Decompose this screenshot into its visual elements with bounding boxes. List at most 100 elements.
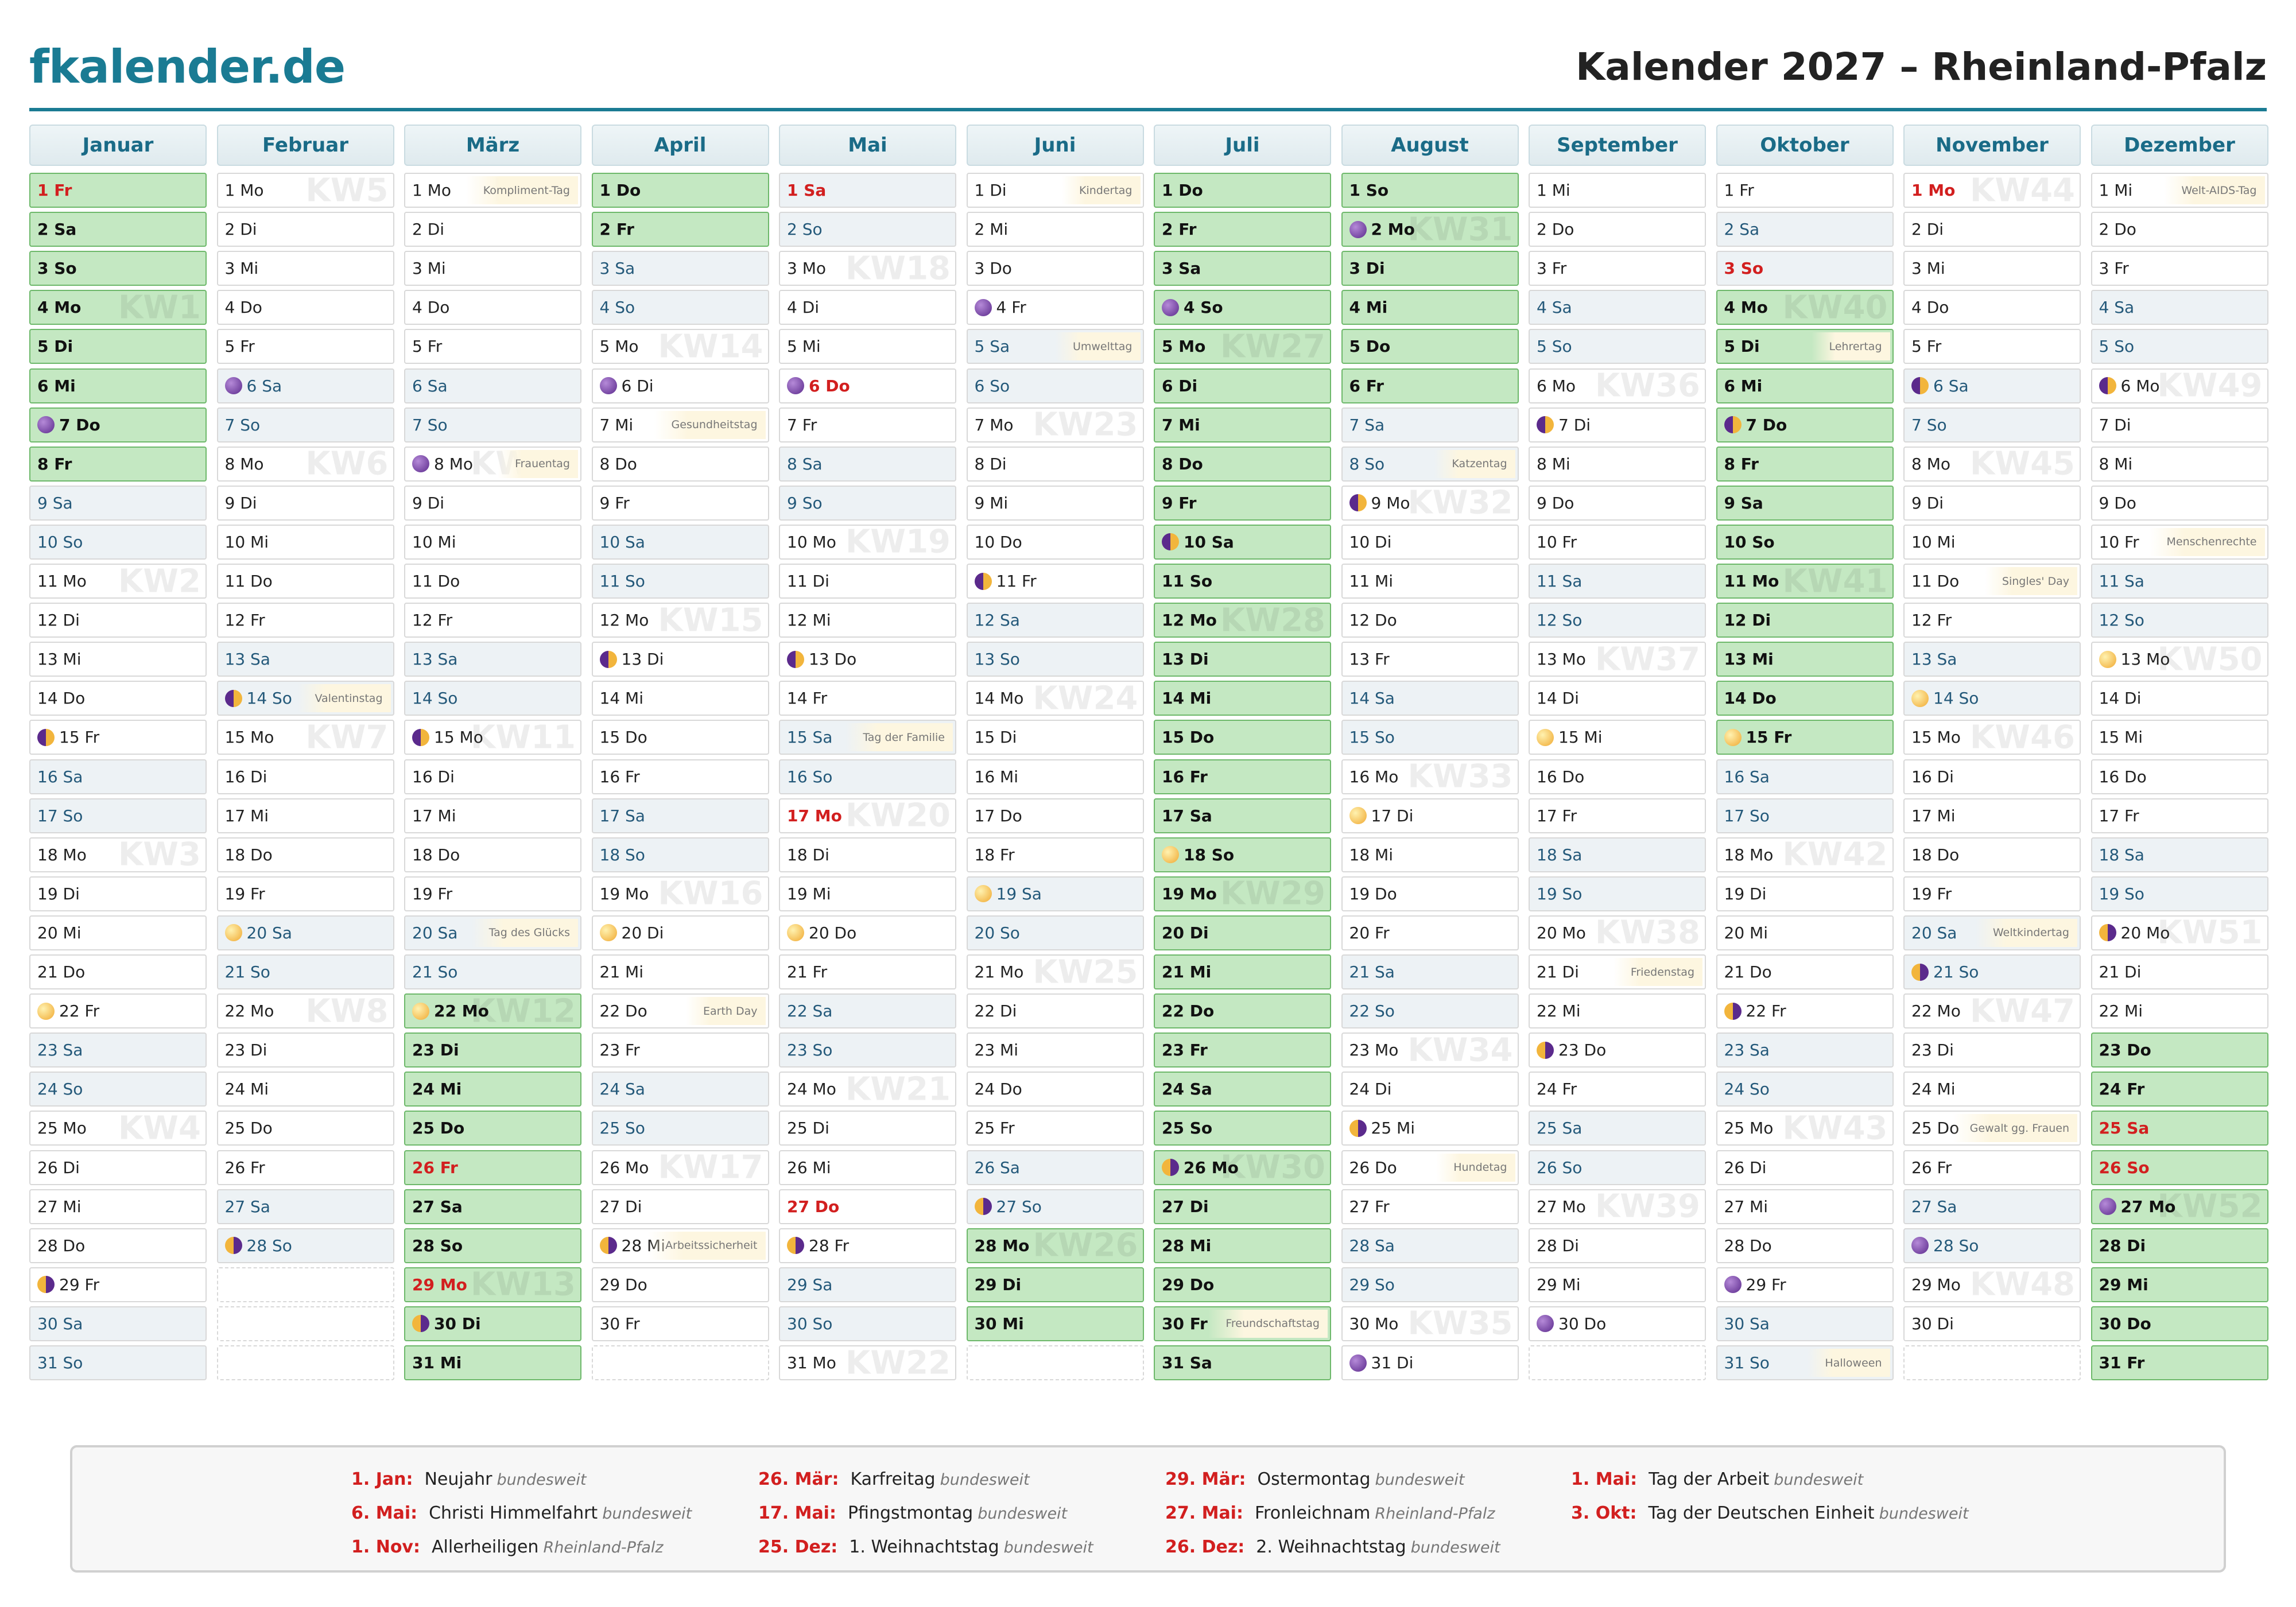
day-label: 13 Sa — [224, 650, 270, 669]
event-label: Arbeitssicherheit — [648, 1231, 766, 1260]
day-cell: 17 Mi — [404, 798, 581, 833]
day-label: 5 So — [2099, 337, 2135, 356]
week-number: KW18 — [845, 251, 951, 286]
day-label: 17 So — [37, 806, 83, 825]
moon-phase — [1911, 1237, 1929, 1255]
day-label: 23 Mo — [1349, 1041, 1399, 1060]
day-cell: 2 Fr — [1154, 212, 1331, 247]
day-cell: 16 Mo KW33 — [1341, 759, 1519, 794]
day-label: 11 Sa — [2099, 572, 2144, 591]
day-label: 15 Di — [974, 728, 1017, 747]
day-label: 8 Mi — [2099, 454, 2133, 473]
day-label: 6 Di — [1162, 376, 1198, 395]
day-label: 5 Mi — [787, 337, 821, 356]
day-cell: 3 Mi — [1903, 251, 2081, 286]
day-label: 11 So — [599, 572, 645, 591]
week-number: KW43 — [1782, 1111, 1888, 1146]
day-label: 15 Mo — [434, 728, 483, 747]
day-cell: 18 Di — [779, 837, 956, 872]
day-label: 25 Do — [224, 1119, 273, 1138]
empty-cell — [1529, 1345, 1706, 1380]
day-cell: 24 Do — [966, 1072, 1144, 1107]
day-cell: 2 Di — [1903, 212, 2081, 247]
day-cell: 19 Mi — [779, 876, 956, 911]
day-cell: 27 Mo KW52 — [2091, 1189, 2268, 1224]
legend-date: 26. Mär: — [758, 1469, 839, 1489]
day-cell: 20 Do — [779, 915, 956, 950]
day-cell: 8 Fr — [1716, 446, 1894, 482]
day-cell: 24 So — [29, 1072, 207, 1107]
day-label: 2 So — [787, 220, 823, 239]
day-label: 25 Mo — [1724, 1119, 1774, 1138]
day-label: 20 Mi — [37, 923, 82, 942]
event-label: Earth Day — [685, 997, 766, 1026]
day-cell: 29 Mo KW48 — [1903, 1267, 2081, 1302]
event-label: Tag der Familie — [846, 723, 953, 752]
day-label: 22 So — [1349, 1002, 1395, 1021]
day-cell: 15 Sa Tag der Familie — [779, 720, 956, 755]
month-header: August — [1341, 125, 1519, 166]
month-header: April — [591, 125, 769, 166]
day-label: 21 Fr — [787, 962, 828, 981]
day-label: 2 Mi — [974, 220, 1009, 239]
day-cell: 1 MoKW9Kompliment-Tag — [404, 173, 581, 208]
day-cell: 29 So — [1341, 1267, 1519, 1302]
month-header: Mai — [779, 125, 956, 166]
day-label: 12 Mo — [599, 611, 649, 630]
day-cell: 29 Mo KW13 — [404, 1267, 581, 1302]
day-label: 21 Mi — [1162, 962, 1212, 981]
month-header: November — [1903, 125, 2081, 166]
day-cell: 26 Mo KW30 — [1154, 1150, 1331, 1185]
day-cell: 14 Do — [1716, 681, 1894, 716]
day-label: 15 Fr — [1746, 728, 1792, 747]
day-cell: 8 Do — [591, 446, 769, 482]
day-label: 30 Fr — [1162, 1314, 1208, 1333]
day-cell: 24 Mi — [216, 1072, 394, 1107]
day-cell: 16 Di — [216, 759, 394, 794]
day-label: 3 Fr — [1537, 259, 1567, 278]
legend-name: 1. Weihnachtstag — [849, 1537, 999, 1557]
day-cell: 6 Sa — [1903, 368, 2081, 403]
day-cell: 30 Mi — [966, 1306, 1144, 1341]
day-label: 11 Do — [1911, 572, 1960, 591]
day-label: 7 Do — [59, 415, 100, 434]
day-label: 18 So — [1184, 845, 1235, 864]
empty-cell — [591, 1345, 769, 1380]
day-cell: 28 So — [1903, 1228, 2081, 1263]
day-label: 16 Do — [2099, 767, 2147, 786]
day-cell: 8 Mi — [1529, 446, 1706, 482]
day-cell: 27 Mi — [1716, 1189, 1894, 1224]
day-cell: 13 Mi — [1716, 642, 1894, 677]
moon-phase — [1724, 416, 1742, 434]
day-cell: 14 Sa — [1341, 681, 1519, 716]
day-label: 20 Mo — [2120, 923, 2170, 942]
day-cell: 31 Di — [1341, 1345, 1519, 1380]
day-cell: 5 Mo KW27 — [1154, 329, 1331, 364]
day-cell: 11 Fr — [966, 564, 1144, 599]
day-cell: 21 Mi — [1154, 954, 1331, 989]
day-cell: 5 Fr — [216, 329, 394, 364]
day-label: 10 So — [37, 532, 83, 552]
day-cell: 12 Mo KW28 — [1154, 603, 1331, 638]
moon-phase — [37, 728, 55, 746]
empty-cell — [216, 1345, 394, 1380]
day-cell: 24 Sa — [1154, 1072, 1331, 1107]
day-label: 13 Mi — [37, 650, 82, 669]
day-label: 17 Sa — [599, 806, 645, 825]
moon-phase — [224, 924, 242, 942]
day-cell: 2 Sa — [1716, 212, 1894, 247]
day-label: 5 So — [1537, 337, 1572, 356]
moon-phase — [412, 1315, 429, 1333]
day-label: 30 Do — [2099, 1314, 2151, 1333]
day-cell: 17 Do — [966, 798, 1144, 833]
day-label: 12 Fr — [224, 611, 265, 630]
week-number: KW2 — [118, 564, 201, 599]
day-label: 23 Fr — [1162, 1041, 1208, 1060]
day-cell: 13 Sa — [1903, 642, 2081, 677]
day-label: 4 Mo — [37, 298, 82, 317]
day-cell: 12 So — [2091, 603, 2268, 638]
legend-date: 17. Mai: — [758, 1503, 836, 1523]
day-cell: 9 Mo KW32 — [1341, 485, 1519, 521]
day-label: 18 So — [599, 845, 645, 864]
day-label: 11 Mo — [1724, 572, 1779, 591]
